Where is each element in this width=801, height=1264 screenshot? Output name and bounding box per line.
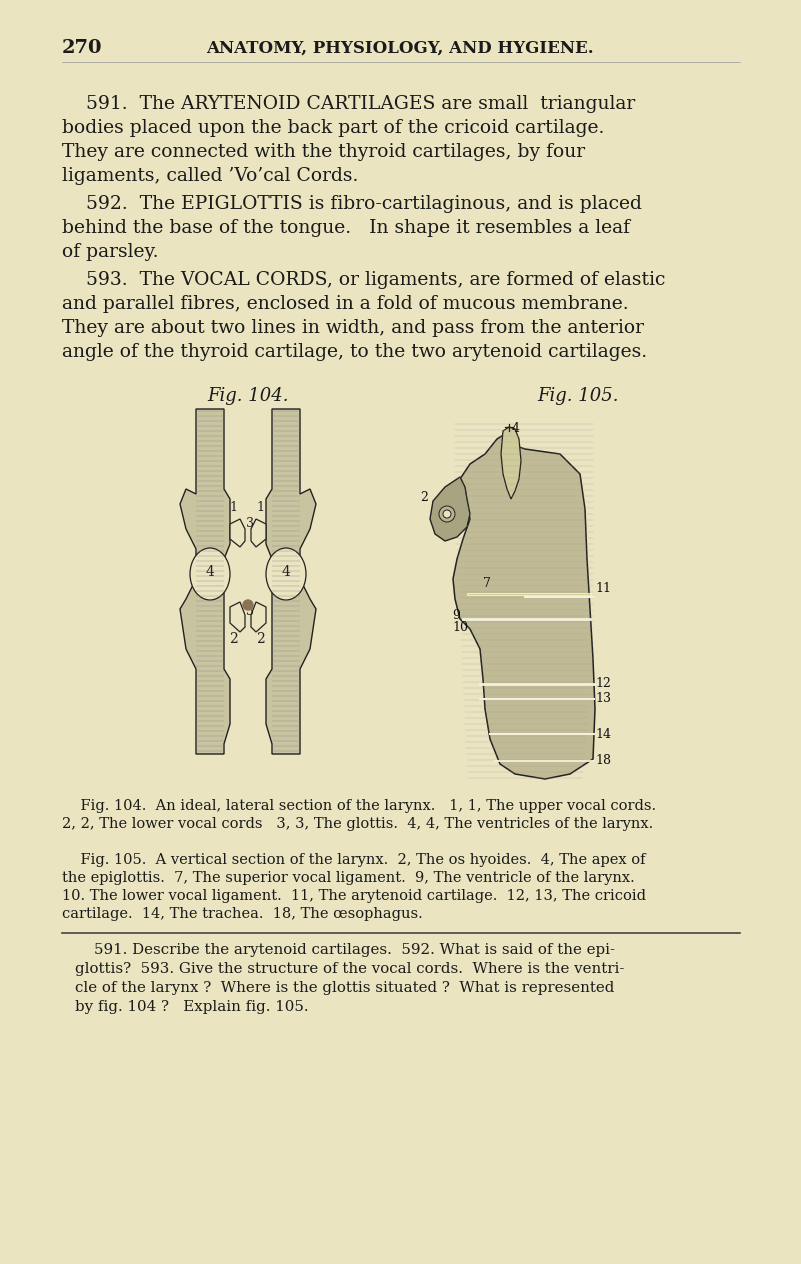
Text: cle of the larynx ?  Where is the glottis situated ?  What is represented: cle of the larynx ? Where is the glottis…: [75, 981, 614, 995]
Text: 2: 2: [420, 490, 428, 504]
Polygon shape: [230, 602, 245, 632]
Text: 13: 13: [595, 691, 611, 705]
Polygon shape: [430, 477, 470, 541]
Text: 4: 4: [282, 565, 291, 579]
Text: Fig. 104.  An ideal, lateral section of the larynx.   1, 1, The upper vocal cord: Fig. 104. An ideal, lateral section of t…: [62, 799, 656, 813]
Text: 7: 7: [483, 576, 491, 590]
Text: 591.  The ARYTENOID CARTILAGES are small  triangular: 591. The ARYTENOID CARTILAGES are small …: [62, 95, 635, 112]
Text: 10: 10: [452, 621, 468, 635]
Text: Fig. 105.: Fig. 105.: [537, 387, 618, 404]
Polygon shape: [251, 602, 266, 632]
Text: 1: 1: [229, 501, 237, 514]
Text: 9: 9: [452, 609, 460, 622]
Text: 10. The lower vocal ligament.  11, The arytenoid cartilage.  12, 13, The cricoid: 10. The lower vocal ligament. 11, The ar…: [62, 889, 646, 902]
Text: 4: 4: [206, 565, 215, 579]
Text: Fig. 105.  A vertical section of the larynx.  2, The os hyoides.  4, The apex of: Fig. 105. A vertical section of the lary…: [62, 853, 646, 867]
Text: behind the base of the tongue.   In shape it resembles a leaf: behind the base of the tongue. In shape …: [62, 219, 630, 238]
Text: 11: 11: [595, 583, 611, 595]
Circle shape: [443, 509, 451, 518]
Text: They are about two lines in width, and pass from the anterior: They are about two lines in width, and p…: [62, 319, 644, 337]
Circle shape: [439, 506, 455, 522]
Polygon shape: [230, 520, 245, 547]
Text: the epiglottis.  7, The superior vocal ligament.  9, The ventricle of the larynx: the epiglottis. 7, The superior vocal li…: [62, 871, 634, 885]
Text: ligaments, called ’Vo’cal Cords.: ligaments, called ’Vo’cal Cords.: [62, 167, 358, 185]
Text: 12: 12: [595, 678, 611, 690]
Ellipse shape: [266, 549, 306, 600]
Text: 3: 3: [246, 605, 254, 618]
Text: 3: 3: [246, 517, 254, 530]
Text: 592.  The EPIGLOTTIS is fibro-cartilaginous, and is placed: 592. The EPIGLOTTIS is fibro-cartilagino…: [62, 195, 642, 214]
Text: and parallel fibres, enclosed in a fold of mucous membrane.: and parallel fibres, enclosed in a fold …: [62, 295, 629, 313]
Text: 14: 14: [595, 728, 611, 741]
Text: of parsley.: of parsley.: [62, 243, 159, 260]
Text: 2: 2: [228, 632, 237, 646]
Polygon shape: [266, 410, 316, 755]
Text: 270: 270: [62, 39, 103, 57]
Text: 2: 2: [256, 632, 264, 646]
Polygon shape: [501, 427, 521, 499]
Text: 1: 1: [256, 501, 264, 514]
Polygon shape: [180, 410, 230, 755]
Text: 2, 2, The lower vocal cords   3, 3, The glottis.  4, 4, The ventricles of the la: 2, 2, The lower vocal cords 3, 3, The gl…: [62, 817, 654, 830]
Text: They are connected with the thyroid cartilages, by four: They are connected with the thyroid cart…: [62, 143, 585, 161]
Text: bodies placed upon the back part of the cricoid cartilage.: bodies placed upon the back part of the …: [62, 119, 605, 137]
Text: Fig. 104.: Fig. 104.: [207, 387, 288, 404]
Text: 4: 4: [512, 422, 520, 435]
Text: by fig. 104 ?   Explain fig. 105.: by fig. 104 ? Explain fig. 105.: [75, 1000, 308, 1014]
Text: glottis?  593. Give the structure of the vocal cords.  Where is the ventri-: glottis? 593. Give the structure of the …: [75, 962, 624, 976]
Ellipse shape: [190, 549, 230, 600]
Text: 593.  The VOCAL CORDS, or ligaments, are formed of elastic: 593. The VOCAL CORDS, or ligaments, are …: [62, 270, 666, 289]
Text: 591. Describe the arytenoid cartilages.  592. What is said of the epi-: 591. Describe the arytenoid cartilages. …: [75, 943, 615, 957]
Text: angle of the thyroid cartilage, to the two arytenoid cartilages.: angle of the thyroid cartilage, to the t…: [62, 343, 647, 362]
Circle shape: [243, 600, 253, 611]
Text: cartilage.  14, The trachea.  18, The œsophagus.: cartilage. 14, The trachea. 18, The œsop…: [62, 908, 423, 921]
Polygon shape: [453, 434, 595, 779]
Text: ANATOMY, PHYSIOLOGY, AND HYGIENE.: ANATOMY, PHYSIOLOGY, AND HYGIENE.: [206, 39, 594, 57]
Polygon shape: [251, 520, 266, 547]
Text: 18: 18: [595, 755, 611, 767]
